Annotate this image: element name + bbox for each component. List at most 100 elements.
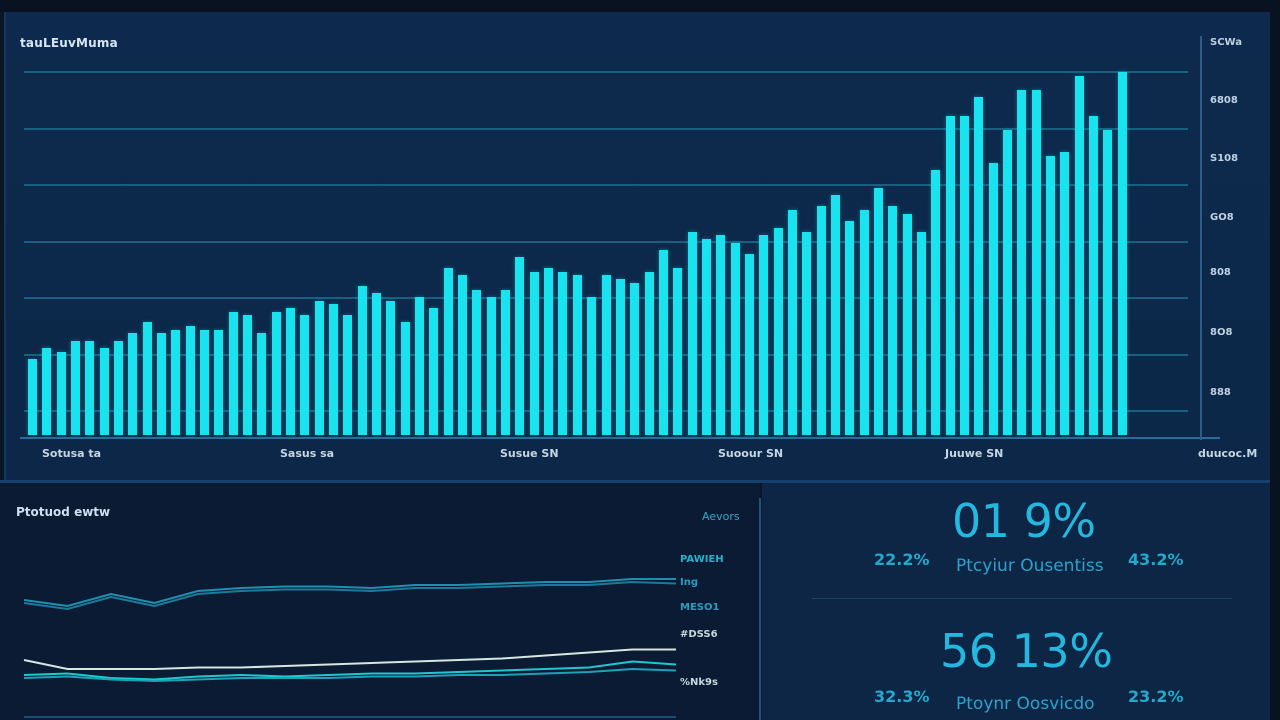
- y-axis-line: [1200, 36, 1202, 440]
- bar: [544, 268, 554, 435]
- bar: [128, 333, 138, 435]
- bar: [56, 351, 66, 435]
- bar: [802, 231, 812, 435]
- bar: [1074, 75, 1084, 435]
- bar: [888, 206, 898, 435]
- x-tick-label: Susue SN: [500, 447, 559, 460]
- bar: [142, 322, 152, 435]
- stat-label: Ptcyiur Ousentiss: [956, 556, 1104, 576]
- lines-panel-title: Ptotuod ewtw: [16, 505, 111, 519]
- bar: [1031, 90, 1041, 435]
- bar: [873, 188, 883, 435]
- stat-separator: [812, 598, 1232, 599]
- y-tick-label: 6808: [1210, 95, 1238, 106]
- panel-vertical-divider: [759, 498, 761, 720]
- bar: [42, 347, 52, 435]
- line-label: #DSS6: [680, 629, 718, 640]
- bar: [529, 271, 539, 435]
- bar: [300, 315, 310, 435]
- panel-divider: [0, 480, 1280, 483]
- bar: [286, 307, 296, 435]
- bar: [28, 358, 37, 435]
- bar: [472, 289, 482, 435]
- bar: [415, 297, 425, 435]
- bar: [200, 329, 210, 435]
- gridline: [24, 71, 1188, 73]
- bar: [114, 340, 124, 435]
- bar: [228, 311, 238, 435]
- gridline: [24, 241, 1188, 243]
- line-label: Ing: [680, 577, 698, 588]
- bar: [1060, 151, 1070, 435]
- stat-value-primary: 01 9%: [952, 494, 1096, 548]
- bar: [329, 304, 339, 435]
- bar: [558, 271, 568, 435]
- bar: [343, 315, 353, 435]
- bar: [787, 209, 797, 435]
- bar: [443, 268, 453, 435]
- y-tick-label: 808: [1210, 267, 1231, 278]
- bar: [902, 213, 912, 435]
- bar: [85, 340, 95, 435]
- line-series: [23, 660, 677, 681]
- bar: [314, 300, 324, 435]
- bar: [1002, 130, 1012, 435]
- bar: [429, 307, 439, 435]
- line-series: [23, 648, 676, 670]
- bar: [615, 278, 625, 435]
- bar: [243, 315, 253, 435]
- bar: [931, 170, 941, 435]
- y-tick-label: GO8: [1210, 212, 1234, 223]
- x-tick-label: Juuwe SN: [945, 447, 1004, 460]
- bar: [959, 115, 969, 435]
- bar: [816, 206, 826, 435]
- bar: [515, 257, 525, 435]
- y-tick-label: S108: [1210, 153, 1239, 164]
- bar: [759, 235, 769, 435]
- lines-panel-corner-label: Aevors: [702, 510, 740, 523]
- line-label: MESO1: [680, 602, 720, 613]
- bar: [1088, 115, 1098, 435]
- y-tick-label: SCWa: [1210, 37, 1242, 48]
- stat-label: Ptoynr Oosvicdo: [956, 694, 1095, 714]
- bar: [830, 195, 840, 435]
- bar: [701, 238, 711, 435]
- bar: [916, 231, 926, 435]
- bar: [386, 300, 396, 435]
- bar: [644, 271, 654, 435]
- bar: [157, 333, 167, 435]
- bar: [185, 326, 195, 435]
- bar: [1103, 130, 1113, 435]
- bar: [1045, 155, 1055, 435]
- x-tick-label: Suoour SN: [718, 447, 784, 460]
- stats-panel: [762, 483, 1270, 720]
- bar: [1017, 90, 1027, 435]
- x-axis-line: [20, 437, 1220, 439]
- bar-series: [28, 72, 1132, 435]
- x-tick-label: duucoc.M: [1198, 447, 1258, 460]
- main-chart-title: tauLEuvMuma: [20, 36, 118, 50]
- stat-left-value: 22.2%: [874, 550, 930, 569]
- bar: [400, 322, 410, 435]
- bar: [1117, 72, 1127, 435]
- bar: [214, 329, 224, 435]
- gridline: [24, 128, 1188, 130]
- line-series: [23, 580, 677, 611]
- bar: [658, 249, 668, 435]
- bar: [859, 209, 869, 435]
- stat-right-value: 23.2%: [1128, 687, 1184, 706]
- bar: [486, 297, 496, 435]
- y-tick-label: 8O8: [1210, 327, 1233, 338]
- bar: [845, 220, 855, 435]
- bar: [630, 282, 640, 435]
- top-strip: [0, 0, 1280, 12]
- right-edge: [1270, 12, 1280, 720]
- bar: [773, 228, 783, 435]
- bar: [501, 289, 511, 435]
- line-chart: [23, 578, 677, 718]
- bar: [572, 275, 582, 435]
- stat-left-value: 32.3%: [874, 687, 930, 706]
- bar: [357, 286, 367, 435]
- bar: [601, 275, 611, 435]
- x-tick-label: Sasus sa: [280, 447, 335, 460]
